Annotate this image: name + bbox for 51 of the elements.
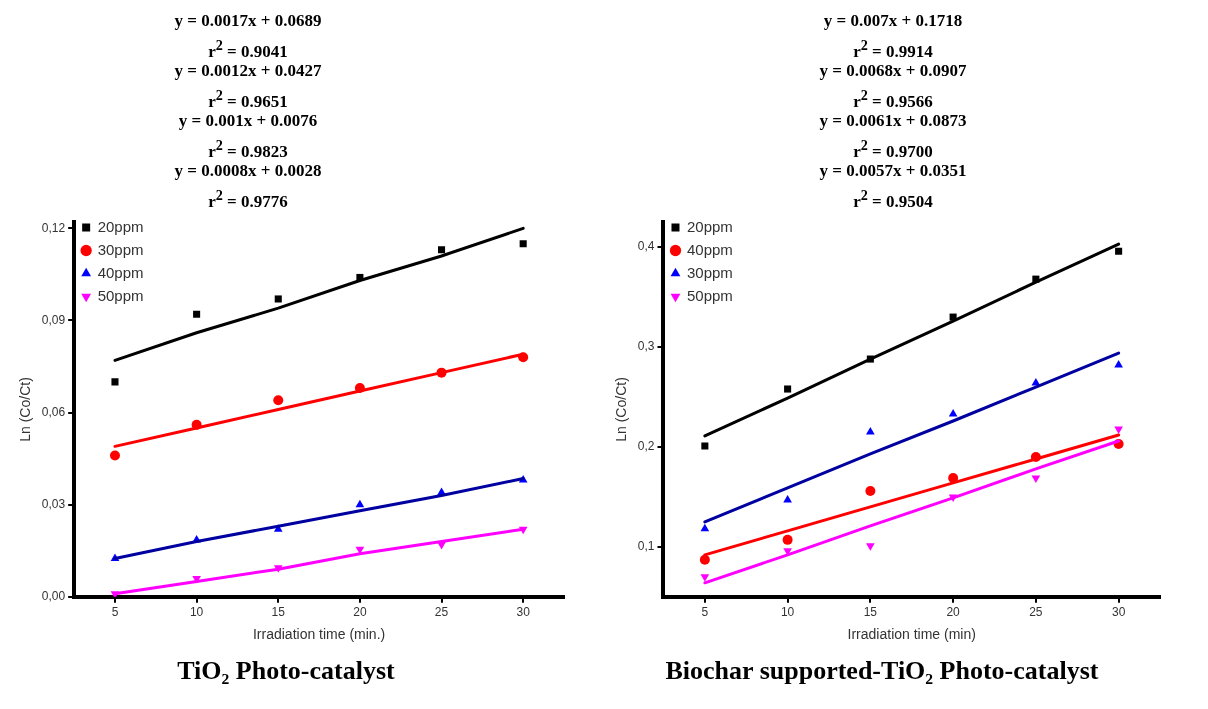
- text: Biochar supported-TiO₂ Photo-catalyst: [664, 656, 1100, 686]
- legend-label: 30ppm: [97, 240, 144, 258]
- x-tick-label: 30: [1111, 605, 1126, 620]
- text: r$^{2}$ = 0.9566: [852, 86, 934, 111]
- legend-label: 20ppm: [97, 217, 144, 235]
- y-axis-title: Ln (Co/Ct): [613, 377, 630, 442]
- text: y = 0.007x + 0.1718: [822, 10, 964, 32]
- text: r$^{2}$ = 0.9041: [207, 36, 289, 61]
- text: r$^{2}$ = 0.9700: [852, 136, 934, 161]
- x-tick-label: 5: [111, 605, 119, 620]
- x-tick-label: 20: [946, 605, 961, 620]
- x-tick-label: 20: [353, 605, 367, 620]
- y-tick-label: 0,06: [41, 404, 66, 419]
- y-tick-label: 0,2: [637, 439, 655, 454]
- text: r$^{2}$ = 0.9504: [852, 186, 934, 211]
- text: y = 0.0061x + 0.0873: [819, 111, 967, 130]
- x-tick-label: 25: [1029, 605, 1043, 620]
- text: y = 0.0008x + 0.0028: [174, 161, 322, 180]
- x-tick-label: 15: [271, 605, 286, 620]
- text: y = 0.0068x + 0.0907: [819, 61, 967, 80]
- legend-label: 30ppm: [686, 263, 733, 281]
- y-axis-title: Ln (Co/Ct): [17, 377, 34, 442]
- x-tick-label: 10: [189, 605, 204, 620]
- y-tick-label: 0,09: [41, 312, 66, 327]
- legend-label: 40ppm: [97, 263, 144, 281]
- x-tick-label: 15: [863, 605, 878, 620]
- x-tick-label: 5: [701, 605, 709, 620]
- legend-label: 50ppm: [686, 286, 733, 304]
- y-tick-label: 0,00: [41, 589, 66, 604]
- text: y = 0.0017x + 0.0689: [173, 10, 323, 32]
- legend-label: 40ppm: [686, 240, 733, 258]
- y-tick-label: 0,4: [637, 239, 655, 254]
- text: y = 0.0012x + 0.0427: [174, 61, 322, 80]
- text: r$^{2}$ = 0.9651: [207, 86, 289, 111]
- text: r$^{2}$ = 0.9914: [852, 36, 934, 61]
- text: r$^{2}$ = 0.9823: [207, 136, 289, 161]
- legend-label: 20ppm: [686, 217, 733, 235]
- x-axis-title: Irradiation time (min): [847, 626, 976, 643]
- x-axis-title: Irradiation time (min.): [252, 626, 386, 643]
- x-tick-label: 10: [780, 605, 795, 620]
- legend-label: 50ppm: [97, 286, 144, 304]
- y-tick-label: 0,3: [637, 339, 655, 354]
- y-tick-label: 0,03: [41, 497, 66, 511]
- y-tick-label: 0,1: [637, 539, 655, 554]
- y-tick-label: 0,12: [41, 220, 66, 235]
- text: y = 0.0057x + 0.0351: [819, 161, 967, 180]
- x-tick-label: 25: [434, 605, 449, 620]
- x-tick-label: 30: [516, 605, 531, 620]
- text: y = 0.001x + 0.0076: [178, 111, 318, 130]
- text: TiO₂ Photo-catalyst: [176, 656, 396, 686]
- text: r$^{2}$ = 0.9776: [207, 186, 289, 211]
